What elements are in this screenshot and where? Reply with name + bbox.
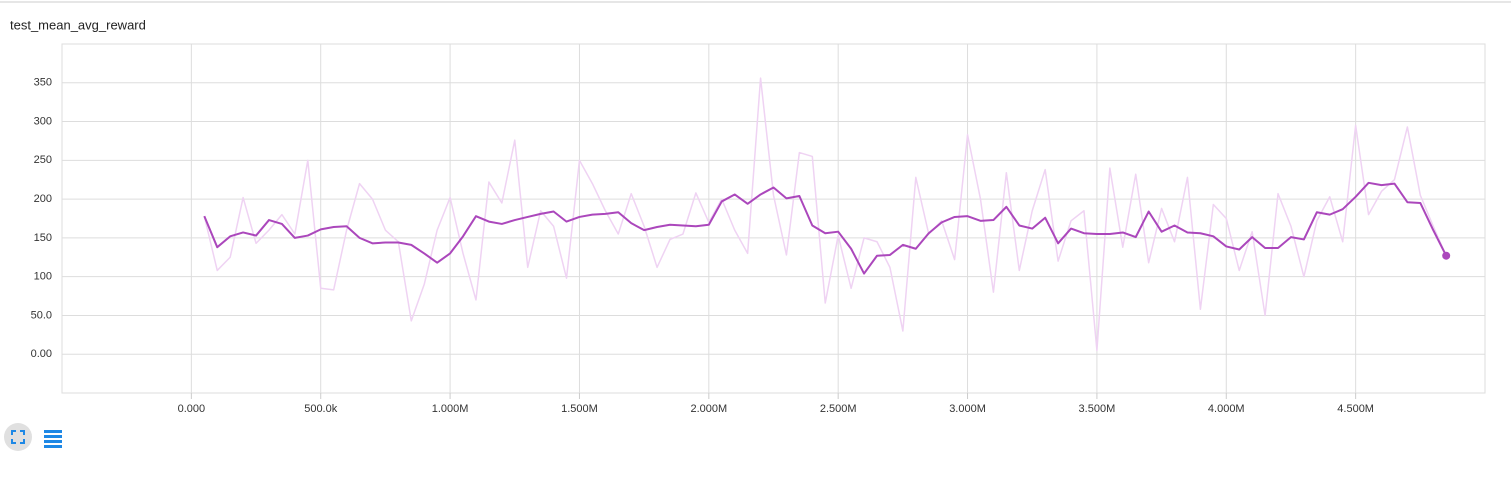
- list-icon-bar: [44, 445, 62, 448]
- x-tick-label: 4.500M: [1337, 403, 1374, 415]
- y-tick-label: 100: [34, 271, 52, 283]
- y-tick-label: 250: [34, 154, 52, 166]
- list-icon-bar: [44, 435, 62, 438]
- x-tick-label: 2.000M: [690, 403, 727, 415]
- y-tick-label: 200: [34, 193, 52, 205]
- x-tick-label: 2.500M: [820, 403, 857, 415]
- x-tick-label: 1.000M: [432, 403, 469, 415]
- x-tick-label: 3.500M: [1079, 403, 1116, 415]
- series-line: [203, 181, 1448, 275]
- button-background: [4, 423, 32, 451]
- y-tick-label: 0.00: [31, 348, 52, 360]
- chart-title: test_mean_avg_reward: [10, 17, 146, 32]
- x-tick-label: 1.500M: [561, 403, 598, 415]
- last-point: [1442, 251, 1451, 260]
- y-tick-label: 150: [34, 232, 52, 244]
- fullscreen-icon: [11, 430, 25, 444]
- grid: 0.00 50.0 100 150 200 250 300 350 0.000 500.0k 1.0…: [31, 44, 1485, 415]
- x-tick-label: 0.000: [178, 403, 206, 415]
- series-line: [203, 77, 1447, 352]
- list-icon-bar: [44, 430, 62, 433]
- y-tick-label: 300: [34, 115, 52, 127]
- fit-domain-button[interactable]: [4, 423, 32, 451]
- toggle-log-button[interactable]: [44, 430, 62, 448]
- list-icon-bar: [44, 440, 62, 443]
- lines: [203, 77, 1451, 352]
- x-tick-label: 4.000M: [1208, 403, 1245, 415]
- y-tick-label: 350: [34, 77, 52, 89]
- x-tick-label: 3.000M: [949, 403, 986, 415]
- plot-frame: [61, 43, 1486, 394]
- x-tick-label: 500.0k: [304, 403, 338, 415]
- y-tick-label: 50.0: [31, 309, 52, 321]
